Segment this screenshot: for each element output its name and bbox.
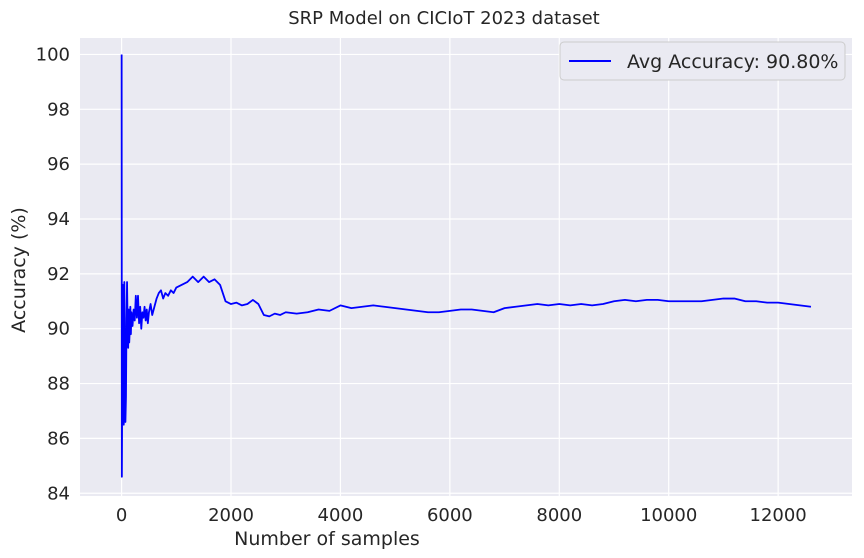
legend-box bbox=[559, 41, 846, 81]
y-tick-label: 96 bbox=[47, 154, 70, 175]
series-layer bbox=[120, 54, 812, 478]
plot-area bbox=[80, 38, 852, 496]
chart-title: SRP Model on CICIoT 2023 dataset bbox=[288, 8, 599, 29]
legend-label: Avg Accuracy: 90.80% bbox=[627, 51, 838, 73]
y-tick-label: 84 bbox=[47, 483, 70, 504]
y-tick-label: 88 bbox=[47, 374, 70, 395]
x-tick-label: 4000 bbox=[318, 505, 364, 526]
x-axis-label: Number of samples bbox=[234, 528, 420, 550]
y-tick-label: 100 bbox=[36, 44, 70, 65]
y-tick-label: 92 bbox=[47, 264, 70, 285]
y-axis-label: Accuracy (%) bbox=[8, 207, 30, 333]
y-tick-label: 94 bbox=[47, 209, 70, 230]
x-tick-label: 2000 bbox=[208, 505, 254, 526]
x-tick-label: 0 bbox=[116, 505, 127, 526]
x-tick-label: 8000 bbox=[536, 505, 582, 526]
y-tick-label: 86 bbox=[47, 428, 70, 449]
y-tick-label: 90 bbox=[47, 319, 70, 340]
x-tick-label: 6000 bbox=[427, 505, 473, 526]
legend: Avg Accuracy: 90.80% bbox=[559, 41, 846, 81]
tick-labels: 0 2000 4000 6000 8000 10000 12000 84 86 88 90 92 94 9… bbox=[36, 44, 807, 526]
x-tick-label: 10000 bbox=[640, 505, 697, 526]
accuracy-series-line bbox=[120, 54, 812, 478]
x-tick-label: 12000 bbox=[750, 505, 807, 526]
y-tick-label: 98 bbox=[47, 99, 70, 120]
grid-lines bbox=[80, 38, 852, 496]
